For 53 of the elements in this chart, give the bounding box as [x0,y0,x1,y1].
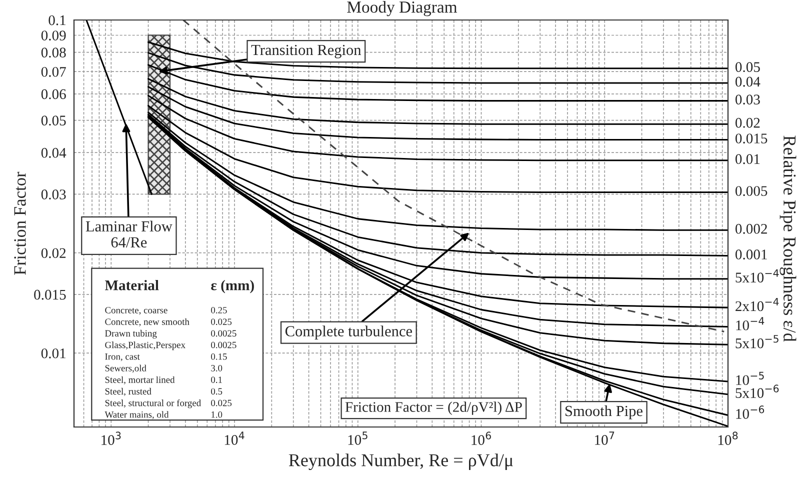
y-tick-label: 0.01 [41,348,66,358]
y-tick-label: 0.03 [41,190,66,200]
annotation: Smooth Pipe [566,405,642,420]
series-label: 0.015 [736,134,768,144]
annotation: Friction Factor = (2d/ρV²l) ΔP [345,402,522,415]
y-tick-label: 0.08 [41,48,66,58]
x-tick-label: 10$^{5}$ [348,432,368,445]
series-label: 0.002 [736,224,767,234]
x-tick-label: 10$^{4}$ [224,432,244,445]
series-label: 0.001 [736,250,767,260]
y-tick-label: 0.07 [41,66,66,77]
y-tick-label: 0.09 [41,30,66,41]
text: Steel, rusted 0.5 [105,388,222,396]
annotation: Steel, structural or forged 0.025 [105,399,232,408]
x-tick-label: 10$^{3}$ [102,432,121,445]
x-axis-title: Reynolds Number, Re = ρVd/μ [288,454,513,470]
series-label: 2x10$^{−4}$ [736,298,779,312]
annotation: Transition Region [251,44,362,58]
text: Sewers,old 3.0 [105,364,222,373]
x-tick-label: 10$^{7}$ [595,432,614,445]
series-label: 5x10$^{−6}$ [736,384,779,398]
series-label: 0.03 [736,94,760,105]
series-label: 5x10$^{−5}$ [736,335,778,348]
text: Concrete, coarse 0.25 [105,306,227,315]
y-axis-title: Friction Factor [14,172,26,275]
y-tick-label: 0.06 [41,89,66,100]
y-tick-label: 0.02 [41,248,66,258]
text: Glass,Plastic,Perspex 0.0025 [105,342,236,350]
chart-title: Moody Diagram [347,1,458,16]
series-label: 0.02 [736,118,760,128]
series-label: 10$^{−5}$ [736,372,764,386]
y-tick-label: 0.04 [41,148,66,158]
text: Steel, mortar lined 0.1 [105,376,222,384]
series-label: 10$^{−6}$ [736,406,764,419]
text: Water mains, old 1.0 [104,411,222,420]
y-tick-label: 0.015 [34,290,66,300]
text: Iron, cast 0.15 [105,353,227,362]
series-label: 0.05 [736,62,760,72]
text: Concrete, new smooth 0.025 [105,318,232,326]
series-label: 5x10$^{−4}$ [736,269,779,282]
y-tick-label: 0.1 [48,15,66,26]
series-label: 10$^{−4}$ [736,317,764,330]
series-label: 0.005 [736,186,768,196]
series-label: 0.01 [736,154,760,164]
y-tick-label: 0.05 [41,116,66,126]
annotation: Complete turbulence [285,326,412,340]
text: Material ε (mm) [104,280,254,294]
x-tick-label: 10$^{6}$ [472,432,491,445]
text: Drawn tubing 0.0025 [105,330,236,338]
text: Relative Pipe Roughness ε/d [780,136,796,342]
series-label: 0.04 [736,76,760,87]
x-tick-label: 10$^{8}$ [718,432,738,445]
annotation: Laminar Flow 64/Re [86,220,172,248]
